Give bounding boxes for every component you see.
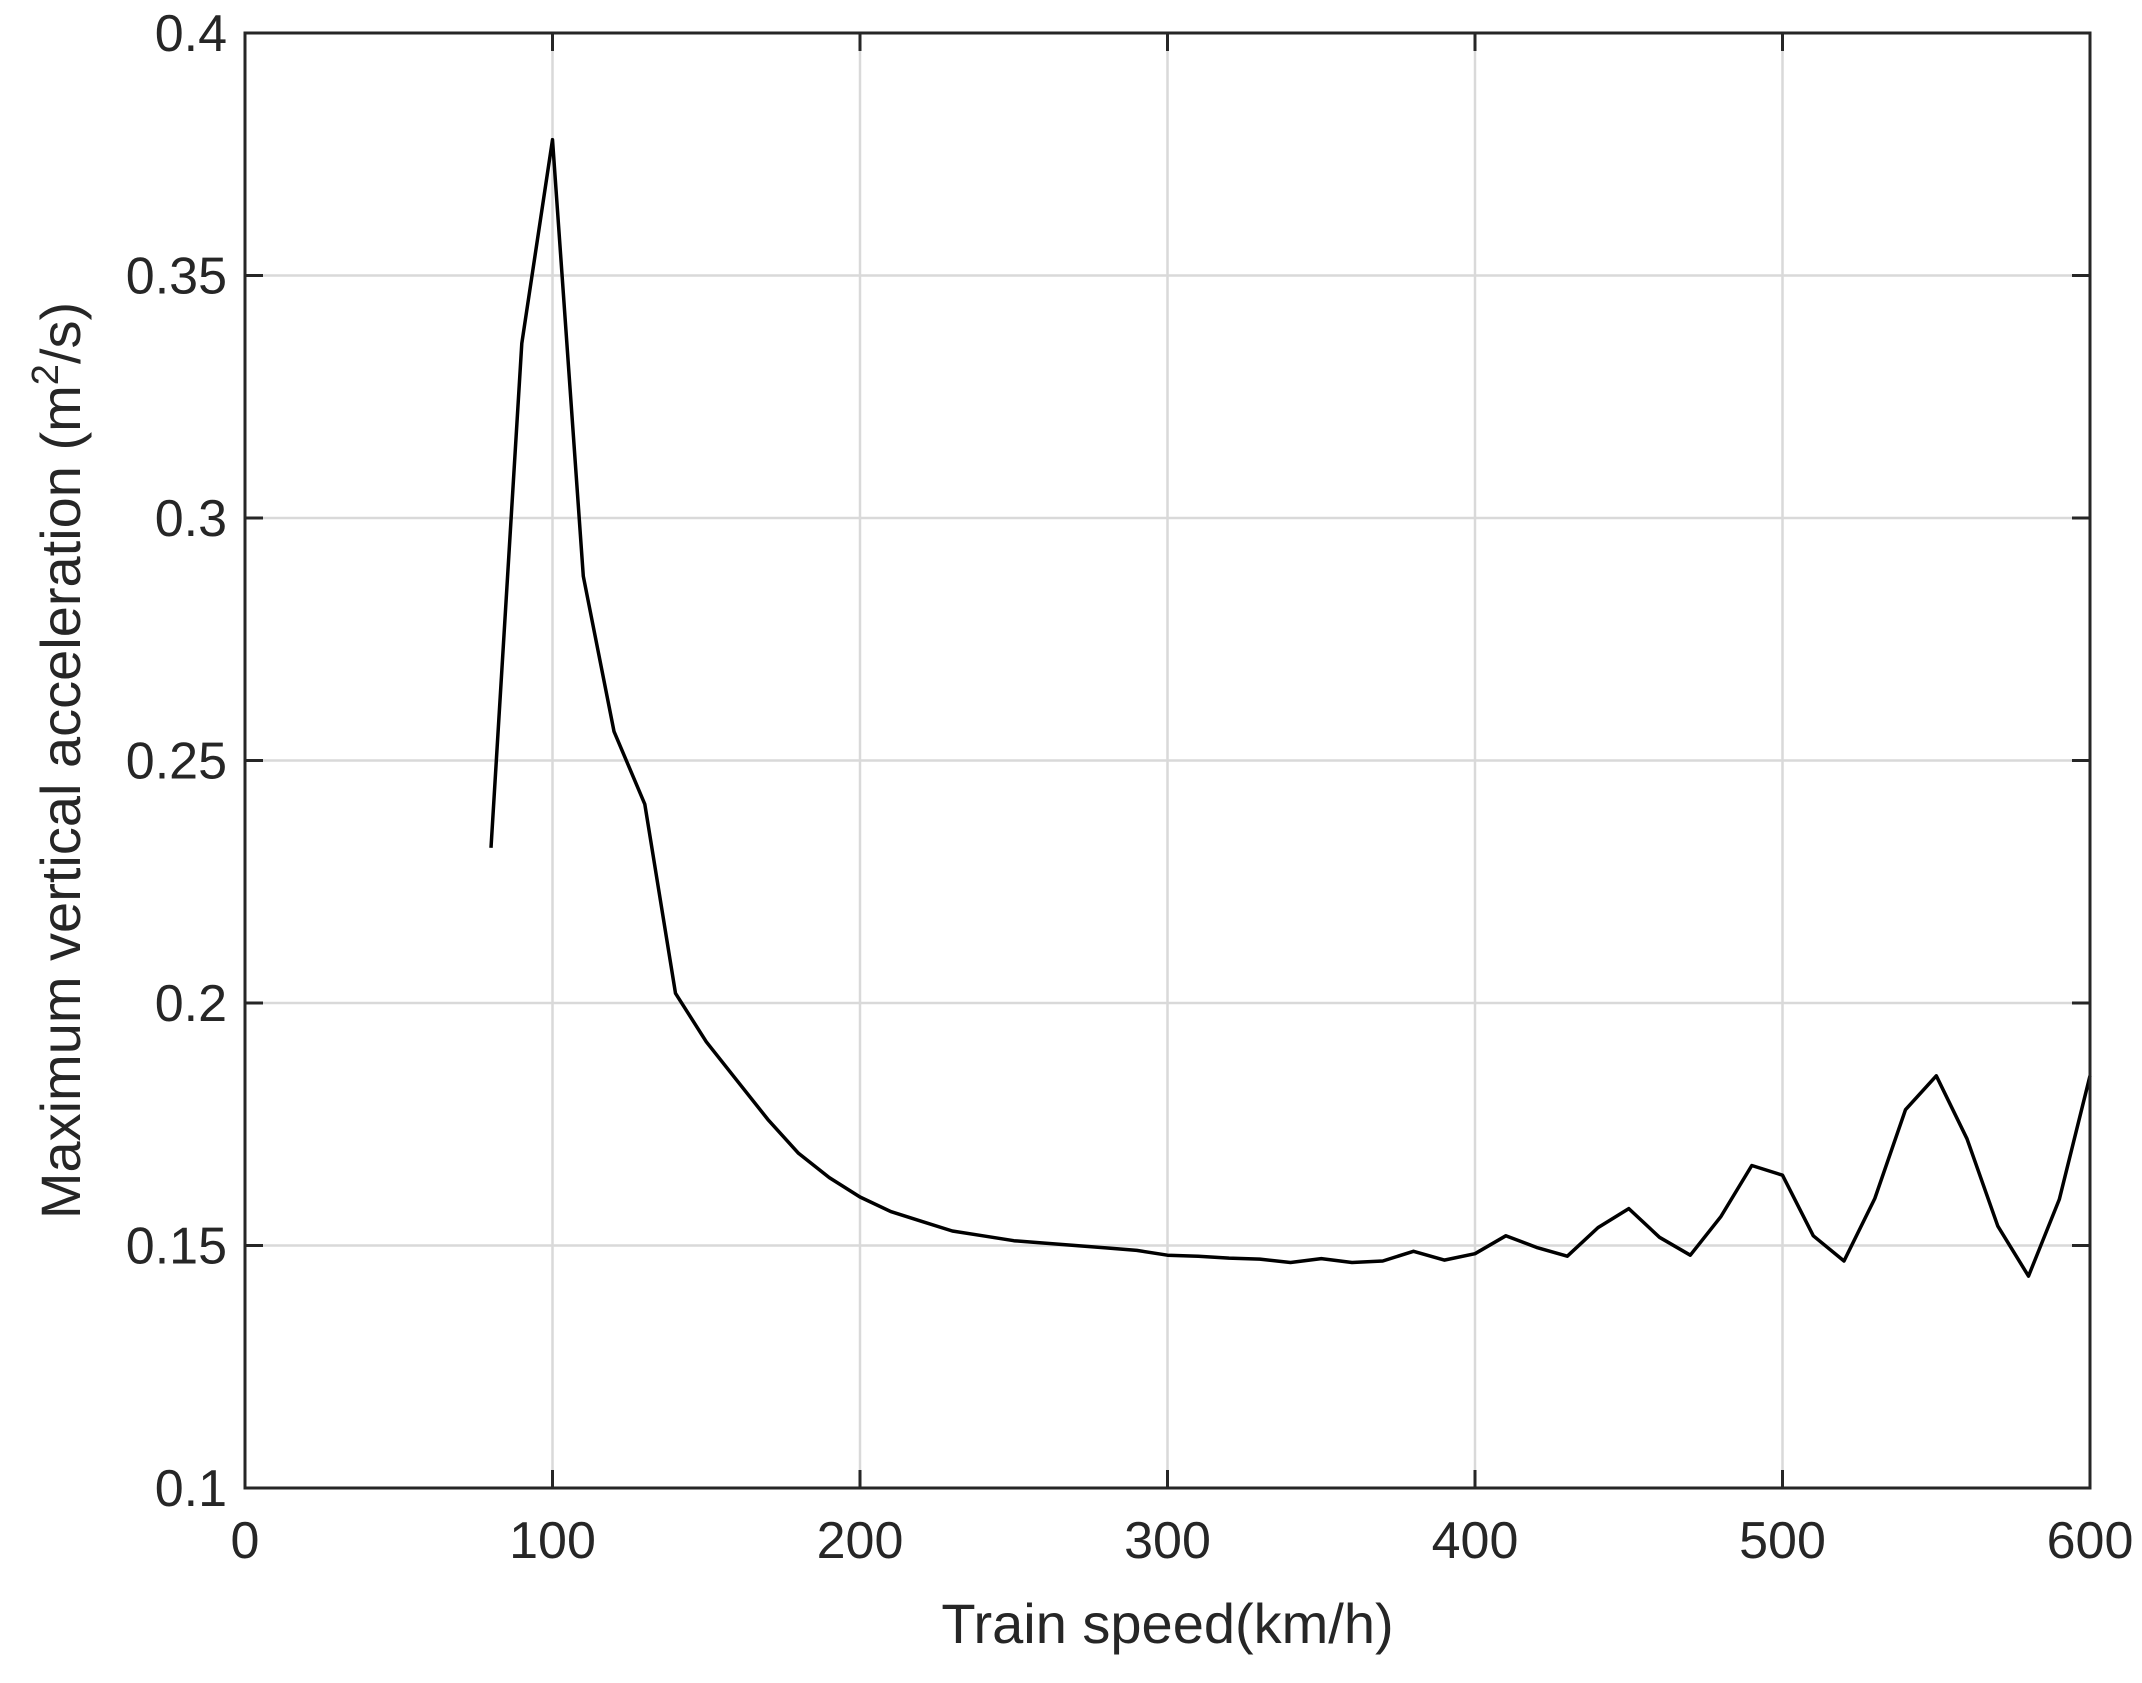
x-axis-label: Train speed(km/h) (941, 1592, 1393, 1655)
grid (245, 33, 2090, 1488)
x-tick-label: 0 (231, 1512, 260, 1570)
y-tick-label: 0.15 (126, 1218, 227, 1276)
y-tick-label: 0.25 (126, 733, 227, 791)
tick-marks (243, 31, 2092, 1490)
x-tick-label: 200 (817, 1512, 904, 1570)
x-tick-label: 600 (2047, 1512, 2134, 1570)
y-tick-label: 0.35 (126, 248, 227, 306)
y-tick-label: 0.4 (155, 5, 227, 63)
y-axis-label-superscript: 2 (25, 364, 67, 385)
x-tick-label: 500 (1739, 1512, 1826, 1570)
y-axis-label-main: Maximum vertical acceleration (m (29, 385, 92, 1219)
y-tick-label: 0.2 (155, 975, 227, 1033)
series-line-0 (489, 137, 2092, 1278)
y-tick-label: 0.3 (155, 490, 227, 548)
y-axis-label: Maximum vertical acceleration (m2/s) (25, 302, 92, 1219)
y-tick-label: 0.1 (155, 1460, 227, 1518)
x-tick-label: 400 (1432, 1512, 1519, 1570)
x-tick-label: 100 (509, 1512, 596, 1570)
tick-labels: 0 100 200 300 400 500 600 0.1 0.15 0.2 0.25 0.3 0.35… (126, 5, 2134, 1570)
y-axis-label-end: /s) (29, 302, 92, 364)
series-layer (489, 137, 2092, 1278)
x-tick-label: 300 (1124, 1512, 1211, 1570)
